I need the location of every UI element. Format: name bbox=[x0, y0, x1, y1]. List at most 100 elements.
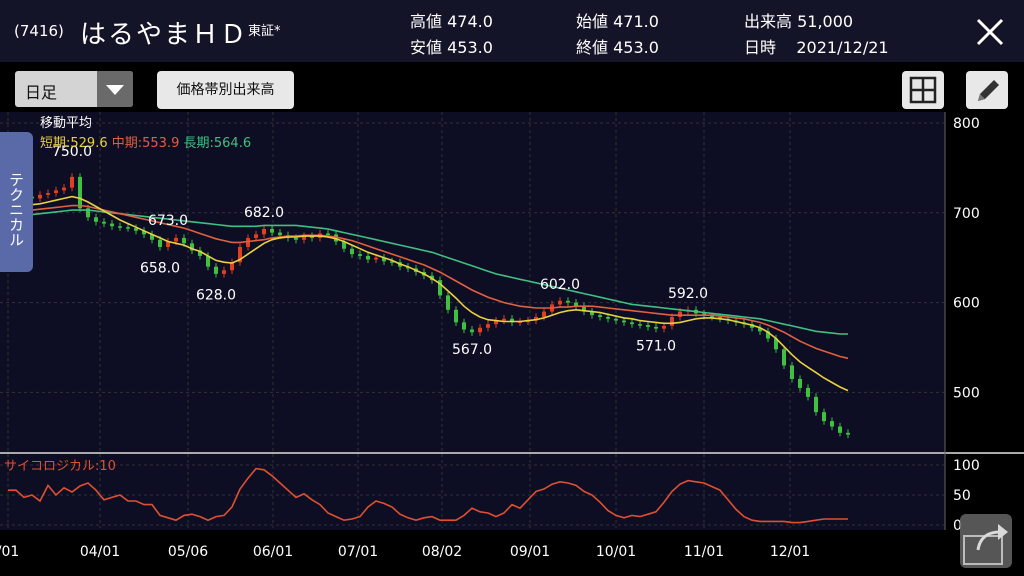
price-tick-label: 500 bbox=[953, 385, 980, 401]
share-button[interactable] bbox=[960, 514, 1012, 568]
candle-body bbox=[126, 227, 130, 229]
candle-body bbox=[750, 324, 754, 328]
price-tick-label: 600 bbox=[953, 296, 980, 312]
candle-body bbox=[278, 232, 282, 236]
candle-body bbox=[574, 302, 578, 307]
candle-body bbox=[54, 190, 58, 194]
candle-body bbox=[118, 226, 122, 228]
ma-short-line bbox=[7, 195, 849, 392]
candle-body bbox=[294, 237, 298, 240]
share-icon bbox=[963, 524, 1008, 565]
candle-body bbox=[638, 324, 642, 326]
candle-body bbox=[262, 228, 266, 235]
candle-body bbox=[598, 315, 602, 317]
price-chart[interactable]: 800700600500100500/0104/0105/0606/0107/0… bbox=[0, 112, 1024, 576]
date-tick-label: 05/06 bbox=[168, 544, 208, 560]
date-tick-label: /01 bbox=[0, 544, 19, 560]
candle-body bbox=[334, 234, 338, 242]
stat-open: 始値 471.0 bbox=[576, 12, 659, 31]
candle-body bbox=[718, 316, 722, 319]
psy-tick-label: 50 bbox=[953, 488, 971, 504]
candle-body bbox=[350, 248, 354, 255]
candle-body bbox=[470, 329, 474, 333]
draw-button[interactable] bbox=[966, 71, 1008, 109]
candle-body bbox=[174, 237, 178, 242]
stat-volume: 出来高 51,000 bbox=[744, 12, 854, 31]
header-bar: (7416) はるやまＨＤ 東証* 高値 474.0 安値 453.0 始値 4… bbox=[0, 0, 1024, 62]
price-panel-bg bbox=[0, 112, 945, 453]
candle-body bbox=[534, 316, 538, 321]
price-annotation: 571.0 bbox=[636, 339, 676, 355]
close-icon[interactable] bbox=[968, 10, 1012, 54]
candle-body bbox=[438, 280, 442, 296]
price-annotation: 628.0 bbox=[196, 287, 236, 303]
psychological-line bbox=[8, 467, 848, 524]
chevron-down-icon[interactable] bbox=[97, 71, 133, 107]
candle-body bbox=[110, 223, 114, 227]
psy-tick-label: 0 bbox=[953, 518, 962, 534]
period-select-value: 日足 bbox=[25, 83, 58, 102]
candle-body bbox=[390, 261, 394, 263]
price-annotation: 673.0 bbox=[148, 213, 188, 229]
candle-body bbox=[758, 327, 762, 332]
ma-short-value: 短期:529.6 bbox=[40, 136, 108, 151]
date-tick-label: 08/02 bbox=[422, 544, 462, 560]
candle-body bbox=[166, 241, 170, 247]
moving-average-values: 短期:529.6 中期:553.9 長期:564.6 bbox=[40, 132, 251, 151]
ma-mid-value: 中期:553.9 bbox=[111, 136, 180, 151]
psy-tick-label: 100 bbox=[953, 458, 980, 474]
candle-body bbox=[198, 250, 202, 256]
date-tick-label: 10/01 bbox=[596, 544, 636, 560]
candle-body bbox=[342, 241, 346, 249]
candle-body bbox=[446, 295, 450, 310]
stat-datetime: 日時 2021/12/21 bbox=[744, 38, 889, 57]
date-tick-label: 07/01 bbox=[338, 544, 378, 560]
stat-high: 高値 474.0 bbox=[410, 12, 493, 31]
candle-body bbox=[358, 254, 362, 256]
candle-body bbox=[326, 233, 330, 235]
price-annotation: 750.0 bbox=[52, 144, 92, 160]
candle-body bbox=[486, 324, 490, 328]
candle-body bbox=[646, 325, 650, 327]
price-annotation: 682.0 bbox=[244, 205, 284, 221]
candle-body bbox=[590, 311, 594, 316]
candle-body bbox=[102, 221, 106, 224]
candle-body bbox=[558, 300, 562, 305]
stock-name: はるやまＨＤ bbox=[80, 20, 249, 50]
candle-body bbox=[366, 255, 370, 260]
date-tick-label: 11/01 bbox=[684, 544, 724, 560]
candle-body bbox=[622, 320, 626, 323]
candle-body bbox=[206, 255, 210, 267]
candle-body bbox=[790, 365, 794, 379]
candle-body bbox=[494, 320, 498, 325]
candle-body bbox=[510, 318, 514, 323]
candle-body bbox=[678, 311, 682, 317]
candle-body bbox=[454, 309, 458, 323]
candle-body bbox=[566, 300, 570, 303]
candle-body bbox=[774, 338, 778, 350]
candle-body bbox=[310, 236, 314, 238]
candle-body bbox=[806, 387, 810, 397]
toolbar bbox=[0, 62, 1024, 112]
candle-body bbox=[134, 228, 138, 231]
layout-grid-button[interactable] bbox=[902, 71, 944, 109]
candle-body bbox=[502, 318, 506, 321]
price-tick-label: 800 bbox=[953, 116, 980, 132]
candle-body bbox=[830, 421, 834, 427]
candle-body bbox=[822, 412, 826, 422]
candle-body bbox=[150, 234, 154, 240]
technical-tab-label: テクニカル bbox=[7, 172, 25, 247]
candle-body bbox=[62, 187, 66, 191]
stat-low: 安値 453.0 bbox=[410, 38, 493, 57]
candle-body bbox=[766, 331, 770, 339]
candle-body bbox=[70, 176, 74, 188]
period-select[interactable]: 日足 bbox=[15, 71, 133, 107]
candle-body bbox=[222, 270, 226, 274]
price-annotation: 602.0 bbox=[540, 277, 580, 293]
volume-profile-button[interactable]: 価格帯別出来高 bbox=[157, 71, 294, 109]
date-tick-label: 06/01 bbox=[253, 544, 293, 560]
psychological-indicator-label: サイコロジカル:10 bbox=[4, 459, 116, 474]
candle-body bbox=[270, 228, 274, 233]
technical-side-tab[interactable]: テクニカル bbox=[0, 132, 33, 272]
candle-body bbox=[710, 316, 714, 318]
